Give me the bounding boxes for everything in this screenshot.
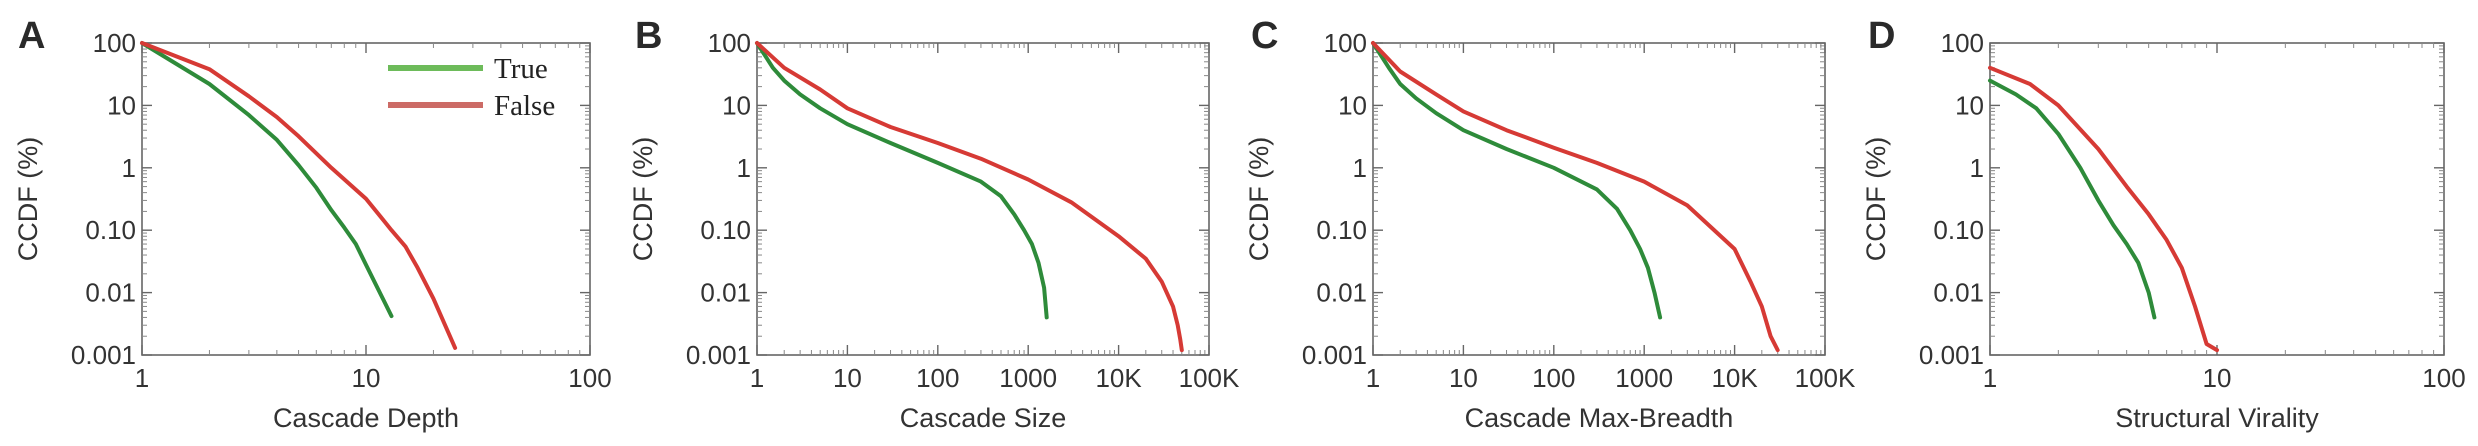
- panel-b: B 1 10 100 1000 10K 100K 100 10 1 0.10 0.01 0.001 Cas…: [628, 15, 1240, 433]
- panel-letter: D: [1868, 15, 1895, 57]
- y-tick-label: 0.001: [686, 340, 751, 370]
- x-axis-label: Cascade Size: [900, 403, 1067, 433]
- x-tick-label: 10: [352, 363, 381, 393]
- y-tick-label: 100: [1324, 28, 1367, 58]
- y-axis-label: CCDF (%): [1861, 137, 1891, 261]
- y-tick-label: 0.10: [1316, 215, 1367, 245]
- y-tick-label: 0.01: [1316, 278, 1367, 308]
- series-line-false: [1988, 65, 2219, 353]
- y-tick-label: 0.001: [71, 340, 136, 370]
- x-tick-label: 1: [1366, 363, 1380, 393]
- y-tick-label: 0.01: [700, 278, 751, 308]
- x-tick-label: 100: [2422, 363, 2465, 393]
- y-tick-label: 100: [708, 28, 751, 58]
- y-tick-label: 1: [737, 153, 751, 183]
- y-tick-label: 10: [107, 90, 136, 120]
- plot-frame: [1989, 42, 2445, 356]
- panel-c: C 1 10 100 1000 10K 100K 100 10 1 0.10 0.01 0.001 Cas…: [1244, 15, 1856, 433]
- y-tick-label: 0.10: [700, 215, 751, 245]
- x-axis-label: Structural Virality: [2115, 403, 2319, 433]
- x-axis-label: Cascade Max-Breadth: [1465, 403, 1734, 433]
- y-axis-label: CCDF (%): [13, 137, 43, 261]
- y-tick-label: 1: [1353, 153, 1367, 183]
- x-tick-label: 10: [1449, 363, 1478, 393]
- x-axis-label: Cascade Depth: [273, 403, 459, 433]
- series-line-false: [755, 41, 1184, 353]
- x-tick-label: 100K: [1795, 363, 1856, 393]
- x-tick-label: 1000: [999, 363, 1057, 393]
- y-tick-label: 10: [722, 90, 751, 120]
- x-tick-label: 10K: [1711, 363, 1758, 393]
- series-line-false: [1371, 41, 1780, 353]
- y-tick-label: 0.01: [1933, 278, 1984, 308]
- series-line-true: [140, 41, 394, 319]
- plot-frame: [756, 42, 1210, 356]
- series-line-true: [755, 41, 1049, 320]
- panel-letter: A: [18, 15, 45, 57]
- series-line-false: [140, 41, 458, 350]
- x-tick-label: 1: [750, 363, 764, 393]
- y-tick-label: 0.001: [1302, 340, 1367, 370]
- panel-letter: C: [1251, 15, 1278, 57]
- y-tick-label: 100: [93, 28, 136, 58]
- x-tick-label: 100: [1532, 363, 1575, 393]
- y-tick-label: 0.01: [85, 278, 136, 308]
- x-tick-label: 10: [833, 363, 862, 393]
- y-axis-label: CCDF (%): [1244, 137, 1274, 261]
- x-tick-label: 100K: [1179, 363, 1240, 393]
- x-tick-label: 100: [916, 363, 959, 393]
- x-tick-label: 10K: [1095, 363, 1142, 393]
- panel-letter: B: [635, 15, 662, 57]
- series-line-true: [1988, 78, 2157, 320]
- x-tick-label: 10: [2203, 363, 2232, 393]
- y-tick-label: 0.10: [1933, 215, 1984, 245]
- x-tick-label: 1: [1983, 363, 1997, 393]
- panel-d: D 1 10 100 100 10 1 0.10 0.01 0.001 Structural Vir…: [1861, 15, 2466, 433]
- y-tick-label: 1: [122, 153, 136, 183]
- legend-label: False: [494, 90, 555, 122]
- x-tick-label: 1000: [1615, 363, 1673, 393]
- x-tick-label: 1: [135, 363, 149, 393]
- y-tick-label: 100: [1941, 28, 1984, 58]
- legend-label: True: [494, 53, 548, 85]
- y-tick-label: 0.001: [1919, 340, 1984, 370]
- panel-a: A 1 10 100 100 10 1 0.10 0.01 0.001 Cascade Depth C…: [13, 15, 612, 433]
- y-tick-label: 10: [1338, 90, 1367, 120]
- y-tick-label: 1: [1970, 153, 1984, 183]
- legend: True False: [388, 53, 555, 122]
- y-tick-label: 10: [1955, 90, 1984, 120]
- y-tick-label: 0.10: [85, 215, 136, 245]
- x-tick-label: 100: [568, 363, 611, 393]
- series-line-true: [1371, 41, 1663, 320]
- plot-frame: [1372, 42, 1826, 356]
- y-axis-label: CCDF (%): [628, 137, 658, 261]
